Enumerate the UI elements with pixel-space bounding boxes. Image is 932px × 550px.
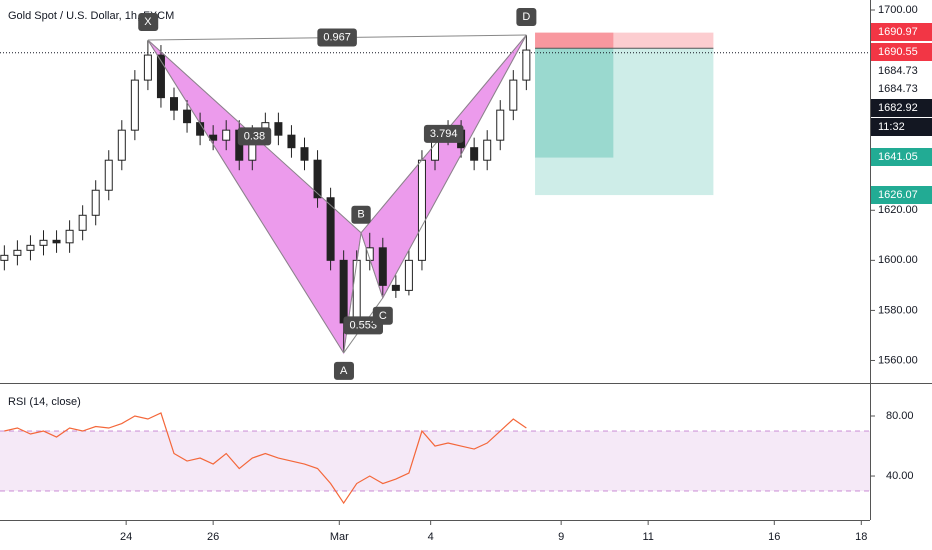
point-label: A	[340, 365, 348, 377]
point-label: C	[379, 310, 387, 322]
rsi-y-tick-label: 80.00	[886, 410, 914, 422]
pattern-line	[360, 232, 384, 299]
ratio-label-bg	[423, 124, 464, 143]
candle-body	[65, 229, 74, 244]
candle-body	[313, 159, 322, 199]
price-label-bg	[871, 43, 932, 61]
candle-body	[274, 122, 283, 136]
pattern-line	[147, 39, 345, 354]
price-label: 1626.07	[878, 189, 918, 201]
price-label: 1682.92	[878, 102, 918, 114]
price-label: 1684.73	[878, 65, 918, 77]
point-label-bg	[516, 7, 537, 26]
x-tick-label: 18	[855, 531, 867, 543]
rsi-y-tick-label: 40.00	[886, 470, 914, 482]
point-label-bg	[351, 205, 371, 224]
y-tick-label: 1600.00	[878, 254, 918, 266]
candle-body	[39, 239, 48, 246]
candle-body	[496, 109, 505, 141]
price-label-bg	[871, 118, 932, 136]
rsi-line	[4, 412, 527, 505]
price-label-bg	[871, 62, 932, 80]
candle-body	[156, 54, 165, 99]
rsi-label: RSI (14, close)	[8, 396, 81, 408]
y-tick-label: 1700.00	[878, 4, 918, 16]
candle-body	[287, 134, 296, 149]
point-label-bg	[333, 361, 354, 380]
price-label-bg	[871, 99, 932, 117]
price-label-bg	[871, 80, 932, 98]
candle-body	[222, 129, 231, 141]
candle-body	[196, 122, 205, 136]
price-label: 1684.73	[878, 83, 918, 95]
candle-body	[326, 197, 335, 261]
x-tick-label: 9	[558, 531, 564, 543]
candle-body	[391, 284, 400, 291]
candle-body	[117, 129, 126, 161]
rsi-band	[0, 431, 870, 492]
x-tick-label: Mar	[330, 531, 349, 543]
chart-title: Gold Spot / U.S. Dollar, 1h, FXCM	[8, 10, 174, 22]
candle-body	[143, 54, 152, 81]
price-label: 1690.55	[878, 46, 918, 58]
stop-zone	[535, 32, 714, 49]
x-tick-label: 11	[642, 531, 653, 543]
stop-zone-filled	[535, 32, 614, 49]
point-label-bg	[138, 12, 159, 31]
y-tick-label: 1560.00	[878, 354, 918, 366]
price-label-bg	[871, 148, 932, 166]
x-tick-label: 4	[428, 531, 434, 543]
ratio-label: 3.794	[430, 128, 458, 140]
candle-body	[183, 109, 192, 124]
point-label: X	[144, 16, 152, 28]
candle-body	[470, 147, 479, 161]
price-label-bg	[871, 23, 932, 41]
candle-body	[209, 134, 218, 141]
candle-body	[26, 244, 35, 251]
candle-body	[404, 259, 413, 291]
x-tick-label: 26	[207, 531, 219, 543]
x-tick-label: 24	[120, 531, 132, 543]
candle-body	[378, 247, 387, 286]
candle-body	[91, 189, 100, 216]
ratio-label: 0.38	[244, 130, 265, 142]
point-label-bg	[372, 306, 393, 325]
pattern-line	[382, 34, 527, 299]
target-zone	[535, 48, 714, 196]
ratio-label-bg	[317, 28, 357, 47]
y-tick-label: 1620.00	[878, 204, 918, 216]
price-label: 1641.05	[878, 151, 918, 163]
candle-body	[509, 79, 518, 111]
candle-body	[300, 147, 309, 161]
candle-body	[483, 139, 492, 161]
candle-body	[104, 159, 113, 191]
candle-body	[13, 249, 22, 256]
y-tick-label: 1580.00	[878, 304, 918, 316]
candle-body	[522, 49, 531, 81]
point-label: B	[357, 209, 364, 221]
ratio-label: 0.967	[323, 31, 351, 43]
candle-body	[352, 259, 361, 324]
target-zone-filled	[535, 48, 614, 158]
candle-body	[130, 79, 139, 131]
price-label: 11:32	[878, 121, 905, 133]
candle-body	[417, 159, 426, 261]
candle-body	[0, 254, 9, 261]
price-label-bg	[871, 186, 932, 204]
candle-body	[78, 214, 87, 231]
x-tick-label: 16	[768, 531, 780, 543]
point-label: D	[522, 11, 530, 23]
price-label: 1690.97	[878, 26, 918, 38]
ratio-label-bg	[237, 127, 272, 146]
ratio-label: 0.553	[349, 319, 377, 331]
candle-body	[52, 239, 61, 244]
candle-body	[339, 259, 348, 324]
candle-body	[170, 97, 178, 111]
